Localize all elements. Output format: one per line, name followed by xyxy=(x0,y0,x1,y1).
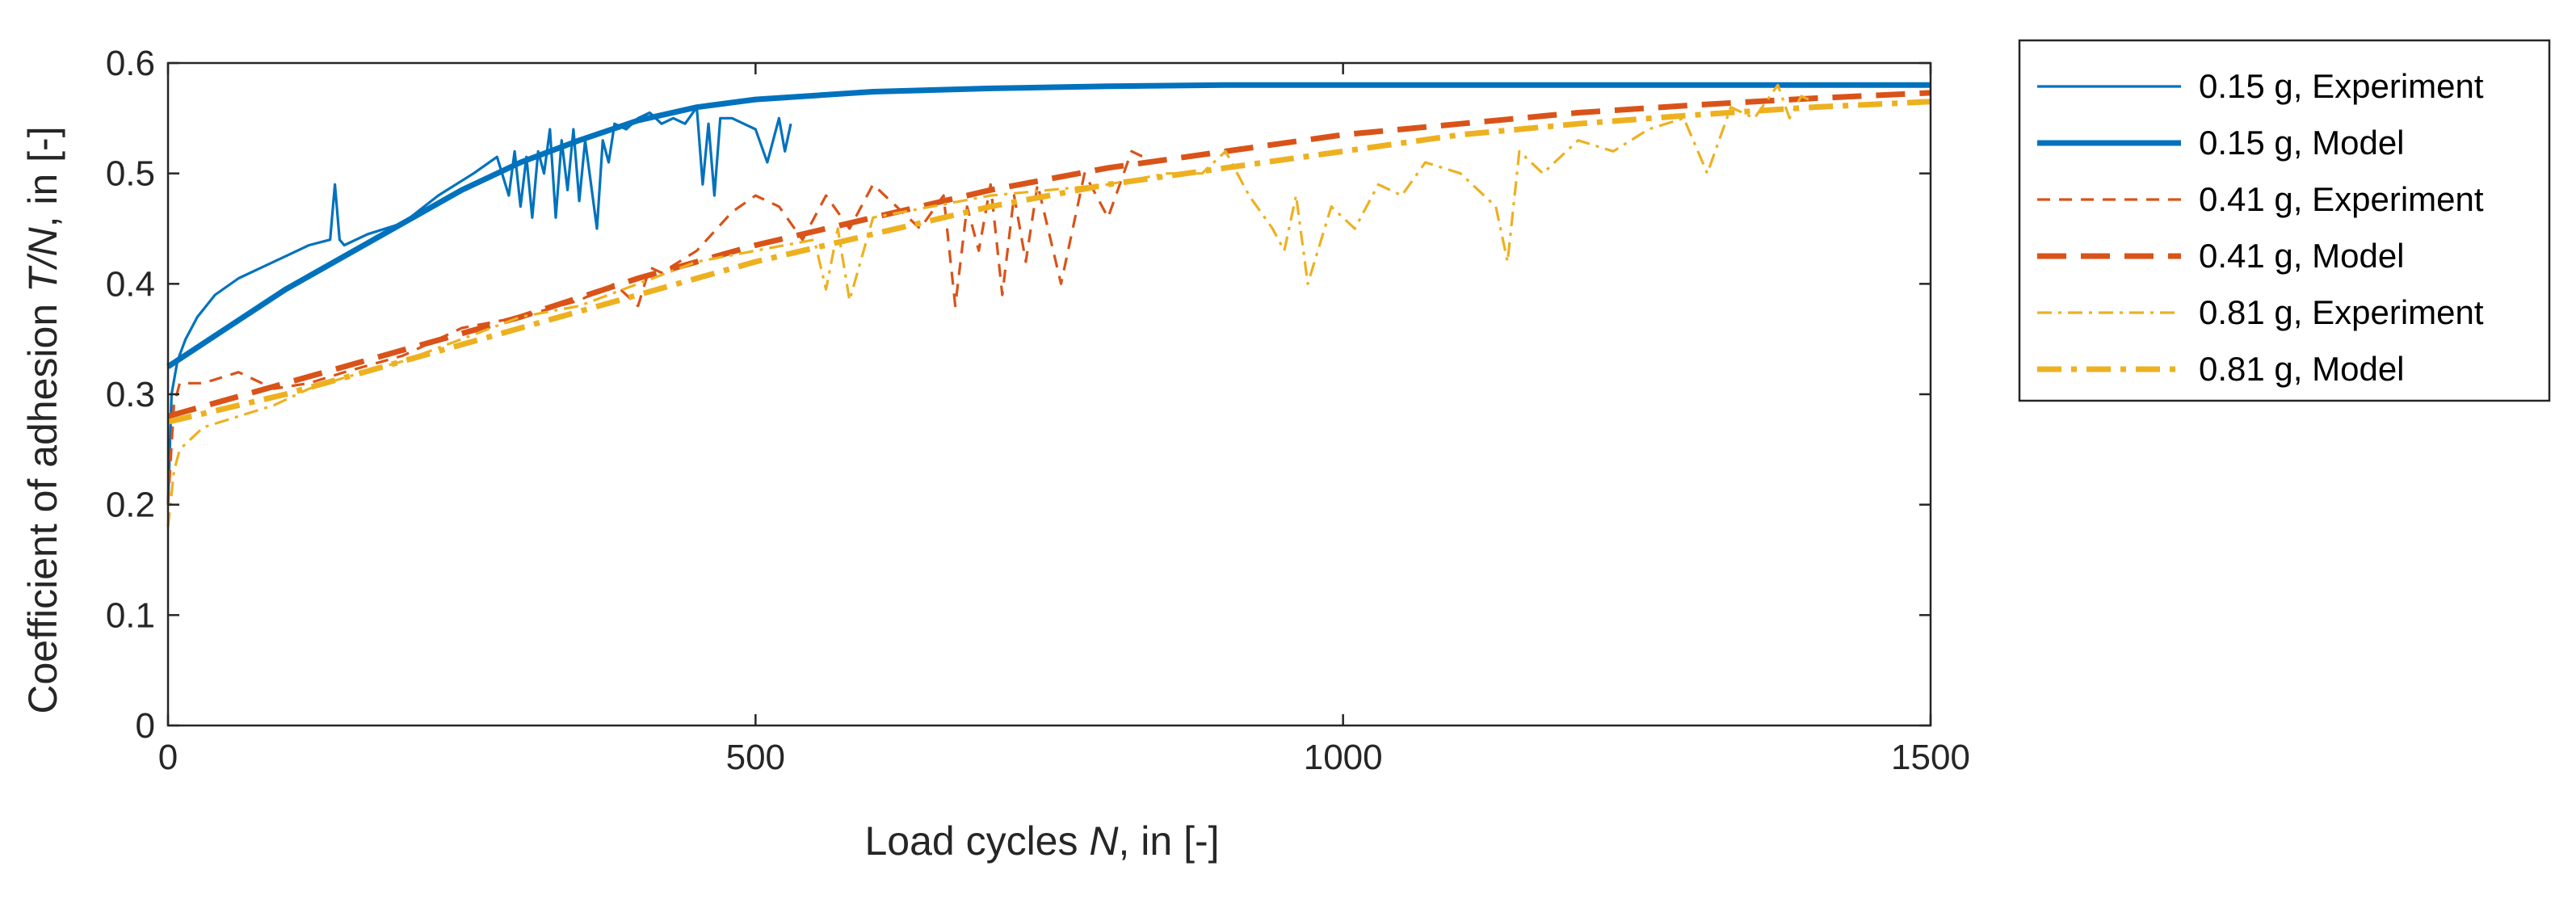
plot-area xyxy=(168,63,1931,725)
legend: 0.15 g, Experiment 0.15 g, Model 0.41 g, E… xyxy=(2018,39,2551,402)
legend-0-81-g-experiment-label: 0.81 g, Experiment xyxy=(2199,293,2484,331)
legend-0-15-g-experiment-label: 0.15 g, Experiment xyxy=(2199,67,2484,105)
legend-0-41-g-experiment-label: 0.41 g, Experiment xyxy=(2199,180,2484,218)
axes-layer: 0 500 1000 1500 0 0.1 0.2 0.3 0.4 0.5 0.6 xyxy=(106,44,1970,777)
legend-box xyxy=(2018,39,2551,402)
y-axis-title-suffix: , in [-] xyxy=(20,126,65,227)
series-0-41-g-experiment-line xyxy=(166,149,1156,505)
y-axis-title-prefix: Coefficient of adhesion xyxy=(20,292,65,714)
x-tick-label: 1000 xyxy=(1304,738,1383,777)
x-tick-label: 500 xyxy=(726,738,785,777)
series-0-15-g-model-line xyxy=(166,82,1931,369)
y-axis-title: Coefficient of adhesion T/N, in [-] xyxy=(20,126,65,713)
series-0-81-g-model-line xyxy=(167,99,1931,425)
y-tick-label: 0.3 xyxy=(106,375,155,414)
plot-background xyxy=(168,63,1931,725)
x-axis-title-prefix: Load cycles xyxy=(864,818,1089,864)
series-layer xyxy=(166,82,1931,528)
x-axis-title: Load cycles N, in [-] xyxy=(864,818,1219,864)
y-tick-label: 0 xyxy=(136,706,155,746)
x-axis-title-symbol: N xyxy=(1089,818,1119,864)
x-tick-label: 1500 xyxy=(1891,738,1970,777)
legend-0-81-g-model-label: 0.81 g, Model xyxy=(2199,350,2405,388)
y-tick-label: 0.5 xyxy=(106,154,155,194)
x-tick-label: 0 xyxy=(158,738,178,777)
legend-0-15-g-model-label: 0.15 g, Model xyxy=(2199,124,2405,162)
x-axis-title-suffix: , in [-] xyxy=(1119,818,1220,864)
y-tick-label: 0.4 xyxy=(106,264,155,304)
y-tick-label: 0.6 xyxy=(106,44,155,83)
legend-0-41-g-model-label: 0.41 g, Model xyxy=(2199,237,2405,275)
y-tick-label: 0.1 xyxy=(106,595,155,635)
y-axis-title-symbol: T/N xyxy=(20,227,65,292)
y-tick-label: 0.2 xyxy=(106,486,155,525)
series-0-41-g-model-line xyxy=(167,90,1931,419)
series-0-81-g-experiment-line xyxy=(166,83,1814,528)
series-0-15-g-experiment-line xyxy=(166,106,792,505)
